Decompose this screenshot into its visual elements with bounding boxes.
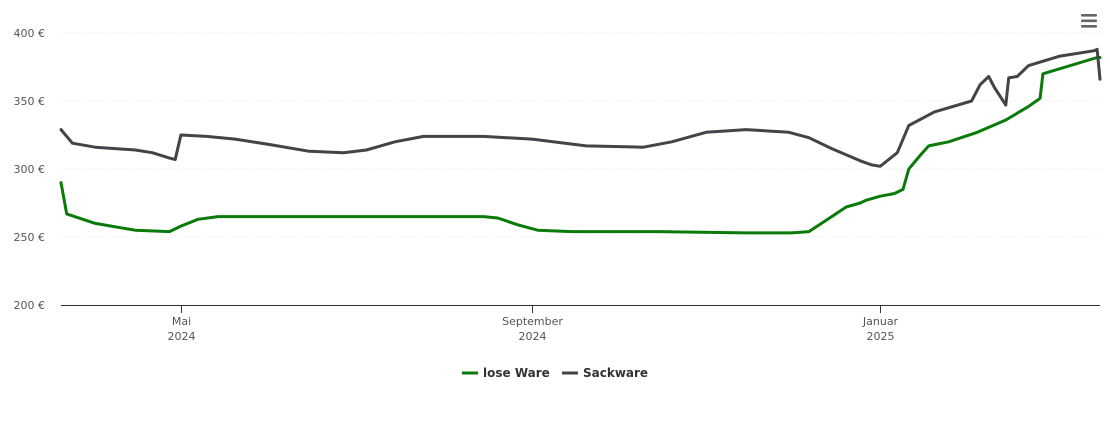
legend-item-lose-ware[interactable]: lose Ware (462, 366, 550, 380)
legend-label: lose Ware (483, 366, 550, 380)
series-lines (59, 47, 1102, 235)
legend-item-sackware[interactable]: Sackware (562, 366, 648, 380)
x-axis: Mai 2024 September 2024 Januar 2025 (61, 305, 1100, 343)
y-tick-label: 300 € (14, 163, 46, 176)
series-line-lose-ware[interactable] (59, 56, 1102, 235)
x-tick-label-year: 2025 (867, 330, 895, 343)
series-line-sackware[interactable] (59, 47, 1102, 168)
y-tick-label: 400 € (14, 27, 46, 40)
y-axis: 200 € 250 € 300 € 350 € 400 € (14, 27, 46, 312)
x-tick-label-month: Januar (862, 315, 899, 328)
x-tick-label-year: 2024 (168, 330, 196, 343)
x-tick-label-year: 2024 (519, 330, 547, 343)
legend[interactable]: lose Ware Sackware (462, 366, 648, 380)
chart-menu-button[interactable] (1078, 11, 1100, 31)
hamburger-menu-icon (1081, 14, 1097, 28)
y-tick-label: 200 € (14, 299, 46, 312)
legend-label: Sackware (583, 366, 648, 380)
x-tick-label-month: September (502, 315, 563, 328)
grid-lines (61, 32, 1100, 238)
x-tick-label-month: Mai (172, 315, 191, 328)
y-tick-label: 250 € (14, 231, 46, 244)
y-tick-label: 350 € (14, 95, 46, 108)
